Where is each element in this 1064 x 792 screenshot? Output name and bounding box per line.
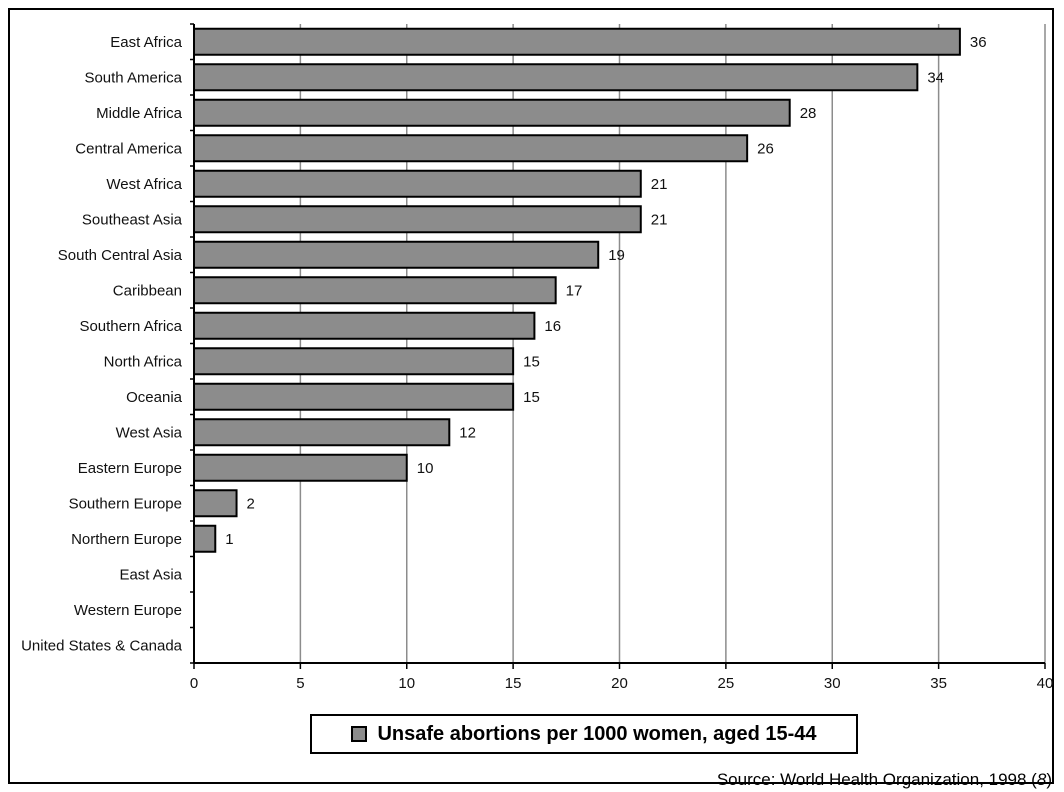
data-label-2: 28 <box>800 105 817 122</box>
bar-7 <box>193 276 557 305</box>
bar-6 <box>193 240 600 269</box>
data-label-13: 2 <box>247 495 255 512</box>
category-label-8: Southern Africa <box>79 318 182 335</box>
bar-12 <box>193 453 408 482</box>
bar-3 <box>193 134 749 163</box>
bar-14 <box>193 524 217 553</box>
data-label-7: 17 <box>566 282 583 299</box>
category-label-7: Caribbean <box>113 282 182 299</box>
bar-10 <box>193 382 515 411</box>
x-tick-label-25: 25 <box>718 675 735 692</box>
bar-8 <box>193 311 536 340</box>
category-label-13: Southern Europe <box>69 495 182 512</box>
data-label-0: 36 <box>970 34 987 51</box>
category-label-10: Oceania <box>126 389 183 406</box>
x-tick-label-30: 30 <box>824 675 841 692</box>
data-label-5: 21 <box>651 211 668 228</box>
x-tick-label-20: 20 <box>611 675 628 692</box>
category-label-0: East Africa <box>110 34 182 51</box>
bar-1 <box>193 63 919 92</box>
data-label-3: 26 <box>757 140 774 157</box>
x-tick-label-40: 40 <box>1037 675 1054 692</box>
x-tick-label-35: 35 <box>930 675 947 692</box>
source-suffix: ) <box>1046 770 1052 789</box>
x-tick-label-15: 15 <box>505 675 522 692</box>
bar-9 <box>193 347 515 376</box>
category-label-12: Eastern Europe <box>78 460 182 477</box>
source-note: Source: World Health Organization, 1998 … <box>717 770 1052 790</box>
x-tick-label-0: 0 <box>190 675 198 692</box>
data-label-1: 34 <box>927 69 944 86</box>
source-ref: 8 <box>1036 770 1047 789</box>
data-label-4: 21 <box>651 176 668 193</box>
category-label-14: Northern Europe <box>71 531 182 548</box>
category-label-11: West Asia <box>116 424 183 441</box>
category-label-6: South Central Asia <box>58 247 183 264</box>
x-tick-label-5: 5 <box>296 675 304 692</box>
category-label-3: Central America <box>75 140 182 157</box>
category-label-5: Southeast Asia <box>82 211 183 228</box>
source-prefix: Source: World Health Organization, 1998 … <box>716 770 1037 789</box>
category-label-9: North Africa <box>104 353 183 370</box>
data-label-6: 19 <box>608 247 625 264</box>
bar-5 <box>193 205 642 234</box>
data-label-10: 15 <box>523 389 540 406</box>
data-label-14: 1 <box>225 531 233 548</box>
category-label-2: Middle Africa <box>96 105 183 122</box>
bar-13 <box>193 489 238 518</box>
bar-11 <box>193 418 451 447</box>
x-tick-label-10: 10 <box>398 675 415 692</box>
data-label-9: 15 <box>523 353 540 370</box>
legend-swatch <box>351 726 368 742</box>
legend-label: Unsafe abortions per 1000 women, aged 15… <box>377 722 817 745</box>
data-label-11: 12 <box>459 424 476 441</box>
category-label-15: East Asia <box>119 566 182 583</box>
bar-2 <box>193 98 791 127</box>
category-label-16: Western Europe <box>74 602 182 619</box>
data-label-12: 10 <box>417 460 434 477</box>
bar-0 <box>193 27 961 56</box>
legend: Unsafe abortions per 1000 women, aged 15… <box>310 714 858 754</box>
data-label-8: 16 <box>544 318 561 335</box>
bar-4 <box>193 169 642 198</box>
category-label-1: South America <box>84 69 182 86</box>
category-label-4: West Africa <box>106 176 182 193</box>
category-label-17: United States & Canada <box>21 637 183 654</box>
